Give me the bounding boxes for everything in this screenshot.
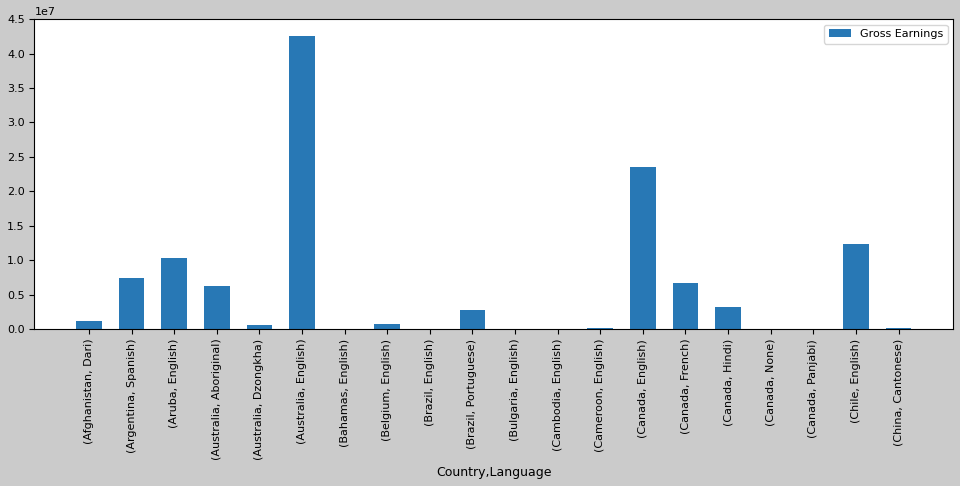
Bar — [76, 321, 102, 329]
Legend: Gross Earnings: Gross Earnings — [825, 25, 948, 44]
Bar — [374, 324, 400, 329]
Bar — [247, 325, 273, 329]
Bar — [289, 36, 315, 329]
Bar — [204, 286, 229, 329]
Bar — [886, 328, 911, 329]
Bar — [588, 328, 613, 329]
Bar — [673, 283, 698, 329]
Bar — [161, 258, 187, 329]
Bar — [843, 244, 869, 329]
Bar — [460, 311, 485, 329]
Bar — [119, 278, 144, 329]
Bar — [630, 167, 656, 329]
X-axis label: Country,Language: Country,Language — [436, 466, 551, 479]
Bar — [715, 307, 741, 329]
